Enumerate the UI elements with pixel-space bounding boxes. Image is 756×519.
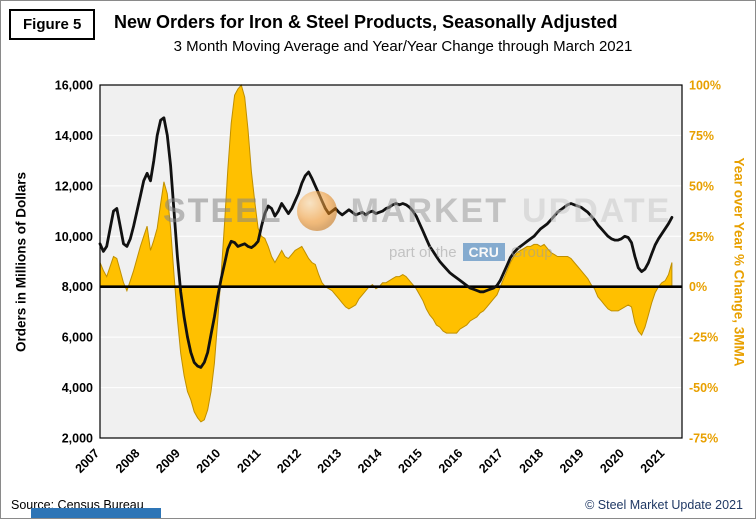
right-axis-tick-label: 75% — [689, 129, 714, 143]
logo-bar — [31, 508, 161, 518]
left-axis-tick-label: 16,000 — [55, 79, 93, 93]
x-axis-year-label: 2008 — [113, 446, 143, 476]
x-axis-year-label: 2021 — [638, 446, 668, 476]
yoy-area-series — [99, 83, 673, 423]
right-axis-tick-label: 50% — [689, 179, 714, 193]
plot-border — [99, 84, 683, 439]
x-axis-year-label: 2019 — [557, 446, 587, 476]
x-axis-year-label: 2015 — [396, 446, 426, 476]
right-axis-tick-label: -50% — [689, 381, 718, 395]
right-axis-tick-label: -75% — [689, 432, 718, 446]
figure-label: Figure 5 — [9, 9, 96, 40]
left-axis-tick-label: 10,000 — [55, 230, 93, 244]
right-axis-tick-label: 100% — [689, 79, 721, 93]
x-axis-year-label: 2011 — [235, 446, 264, 475]
left-axis-title: Orders in Millions of Dollars — [13, 171, 29, 353]
right-axis-title: Year over Year % Change, 3MMA — [731, 157, 747, 367]
copyright-text: © Steel Market Update 2021 — [585, 498, 743, 512]
x-axis-year-label: 2007 — [73, 446, 103, 476]
page-title: New Orders for Iron & Steel Products, Se… — [114, 12, 618, 32]
left-axis-tick-label: 8,000 — [62, 280, 93, 294]
left-axis-tick-label: 4,000 — [62, 381, 93, 395]
left-axis-tick-label: 14,000 — [55, 129, 93, 143]
right-axis-tick-label: 25% — [689, 230, 714, 244]
left-axis-tick-label: 6,000 — [62, 331, 93, 345]
x-axis-year-label: 2017 — [476, 446, 506, 476]
x-axis-year-label: 2016 — [436, 446, 466, 476]
orders-line-series — [98, 116, 674, 369]
x-axis-year-label: 2012 — [274, 446, 304, 476]
right-axis-tick-label: -25% — [689, 331, 718, 345]
x-axis-year-label: 2014 — [355, 446, 385, 476]
x-axis-year-label: 2013 — [315, 446, 345, 476]
chart-subtitle: 3 Month Moving Average and Year/Year Cha… — [173, 38, 633, 55]
left-axis-tick-label: 2,000 — [62, 432, 93, 446]
left-axis-tick-label: 12,000 — [55, 179, 93, 193]
right-axis-tick-label: 0% — [689, 280, 707, 294]
x-axis-year-label: 2009 — [153, 446, 183, 476]
x-axis-year-label: 2010 — [194, 446, 224, 476]
x-axis-year-label: 2018 — [517, 446, 547, 476]
x-axis-year-label: 2020 — [597, 446, 627, 476]
